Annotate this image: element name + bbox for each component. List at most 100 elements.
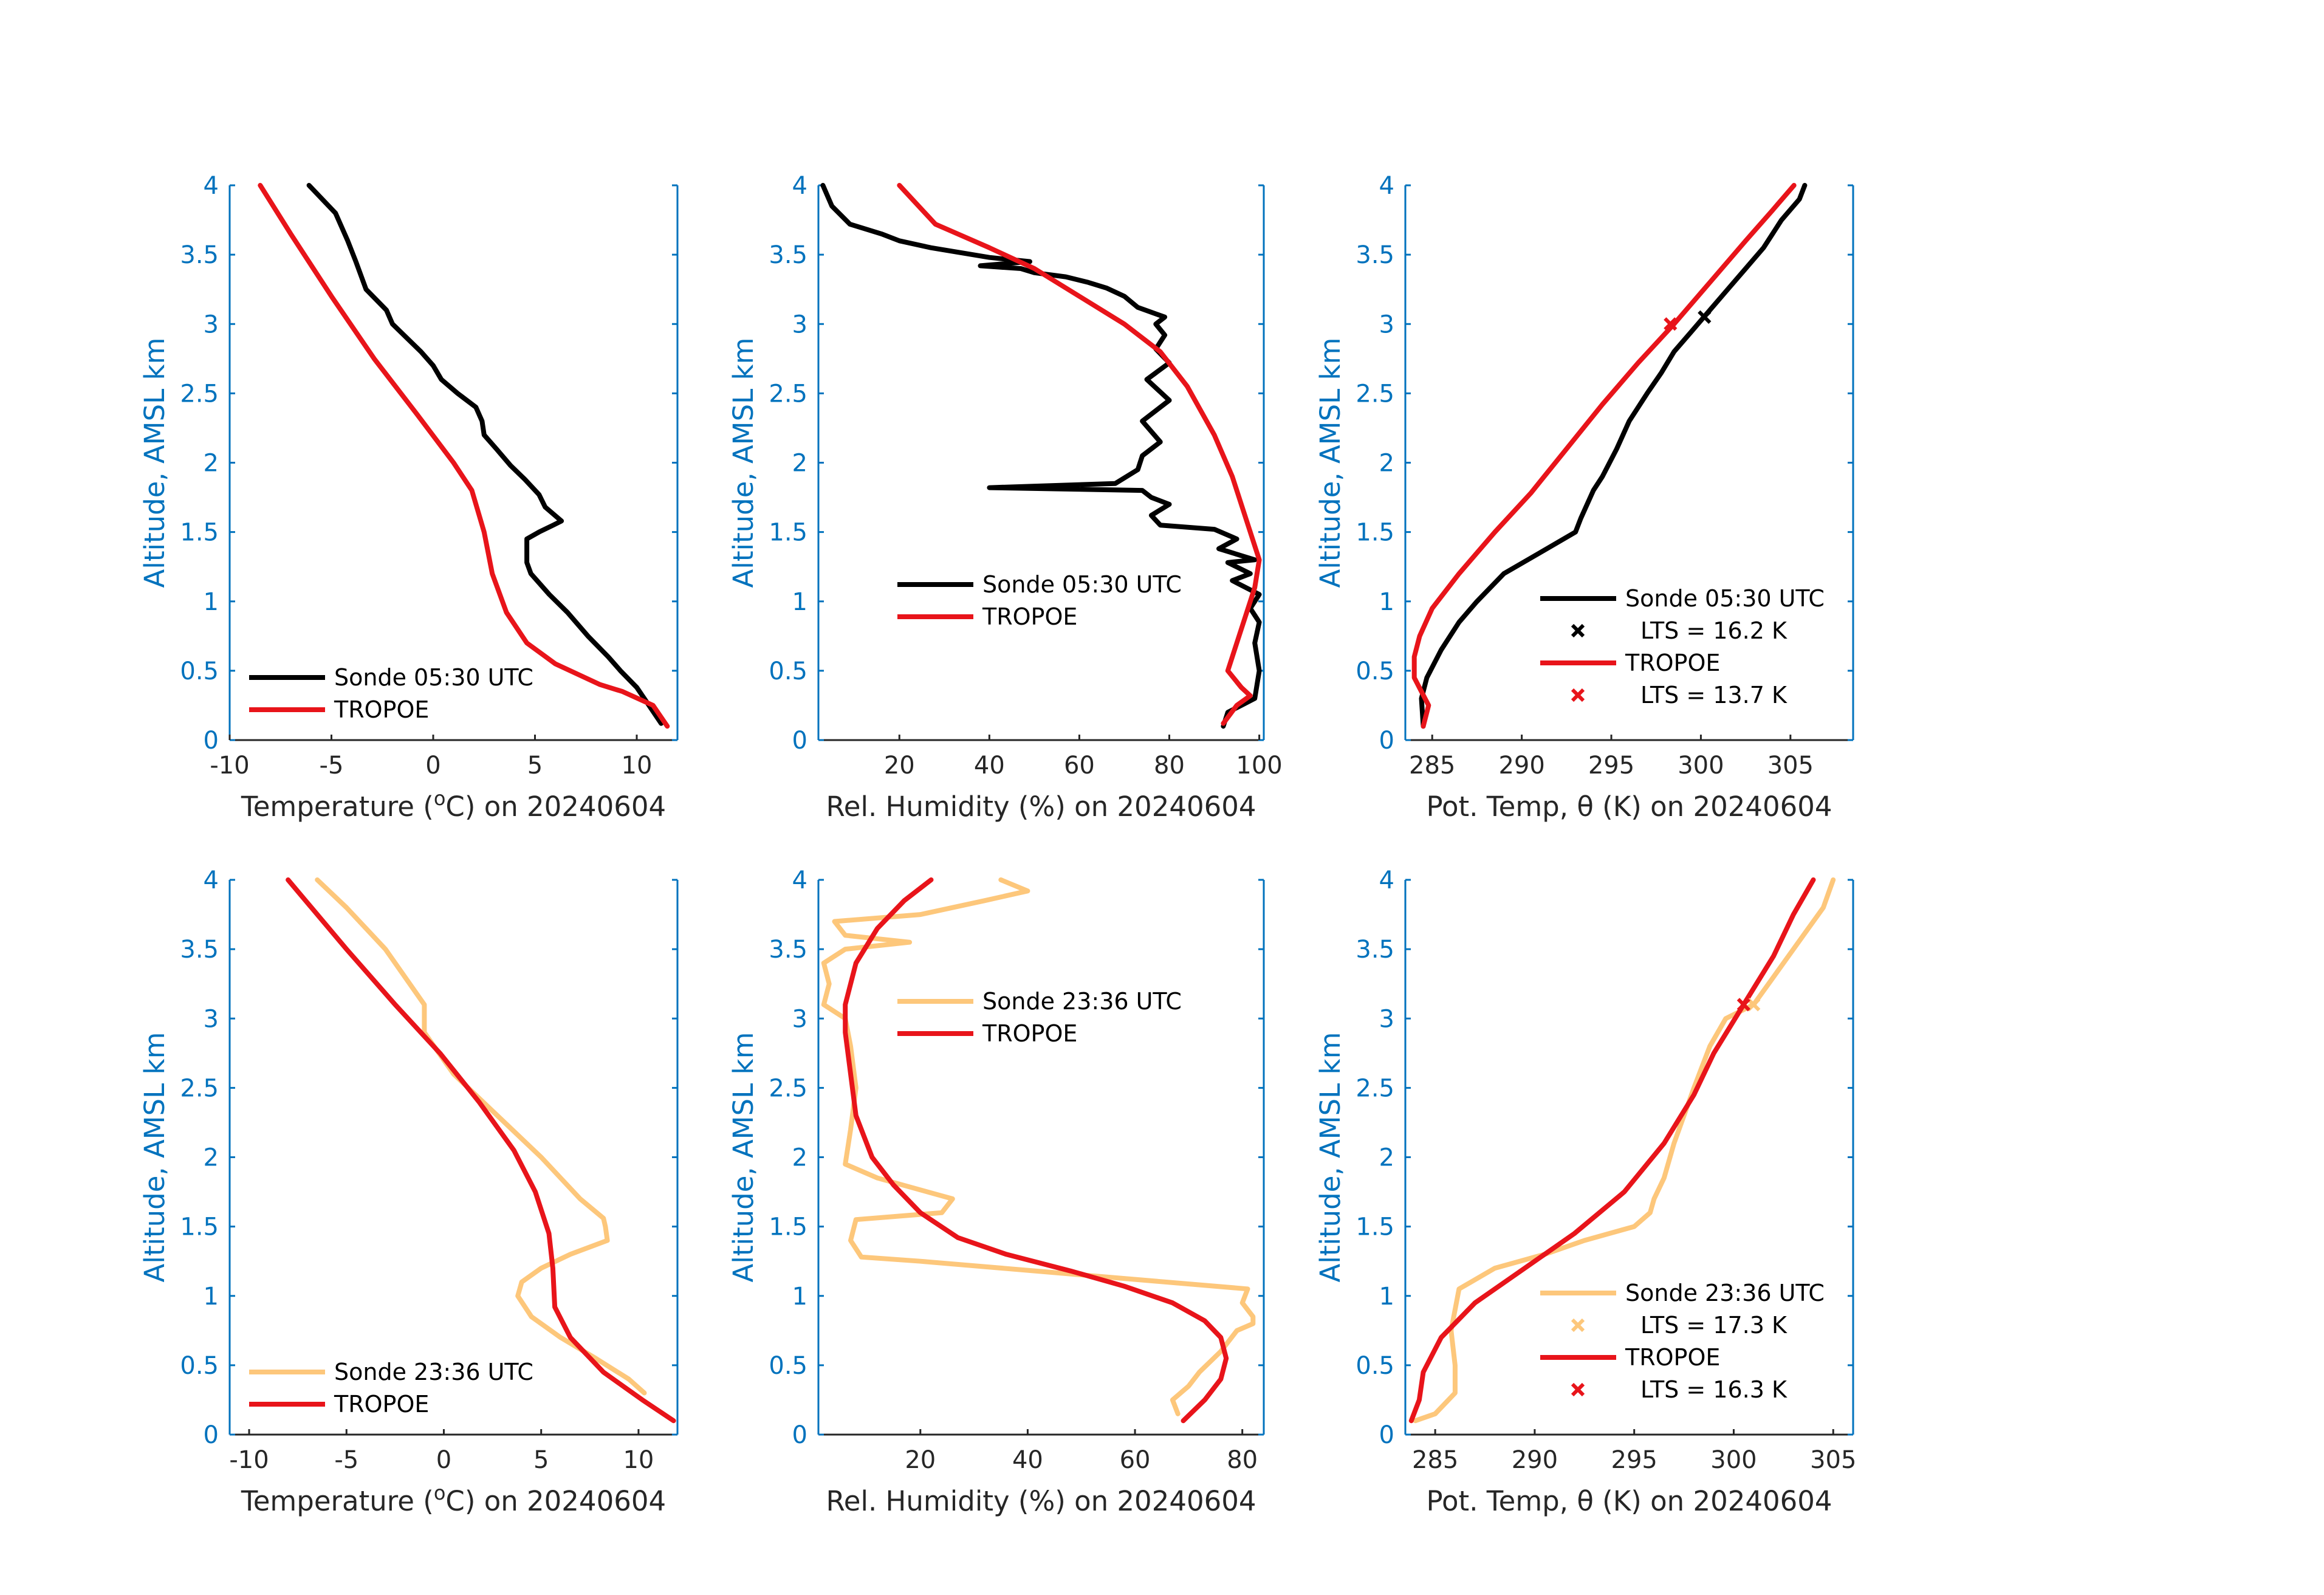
legend-label: Sonde 23:36 UTC: [982, 988, 1182, 1015]
legend-marker-swatch: [1571, 623, 1585, 638]
legend-label: LTS = 17.3 K: [1640, 1312, 1788, 1339]
x-axis-label: Pot. Temp, θ (K) on 20240604: [1426, 791, 1832, 823]
x-tick-label: 295: [1611, 1446, 1657, 1474]
y-tick-label: 3.5: [1356, 241, 1394, 269]
series-line-sonde-23-36-utc: [1413, 877, 1836, 1424]
x-axis-label: Temperature (oC) on 20240604: [241, 1481, 666, 1517]
y-tick-label: 0: [1379, 727, 1394, 755]
x-tick-label: 80: [1154, 752, 1185, 780]
y-tick-label: 1.5: [1356, 519, 1394, 547]
series-line-tropoe: [286, 877, 676, 1424]
y-tick-label: 1: [1379, 1283, 1394, 1311]
x-axis-label-main: Temperature (: [241, 1485, 434, 1517]
x-axis-label-sup: o: [434, 787, 446, 810]
legend-label: Sonde 05:30 UTC: [982, 571, 1182, 598]
lts-marker: [1698, 310, 1712, 324]
y-tick-label: 2: [1379, 1144, 1394, 1172]
x-tick-label: 40: [974, 752, 1005, 780]
x-tick-label: -10: [229, 1446, 269, 1474]
x-tick-label: 5: [533, 1446, 549, 1474]
y-tick-label: 3.5: [1356, 936, 1394, 964]
y-tick-label: 1: [792, 588, 807, 616]
series-line-sonde-05-30-utc: [306, 183, 664, 726]
y-tick-label: 2.5: [180, 1074, 219, 1102]
y-axis-label: Altitude, AMSL km: [1314, 338, 1346, 588]
legend: Sonde 05:30 UTC TROPOE: [249, 664, 533, 723]
x-tick-label: 5: [527, 752, 543, 780]
x-axis-label: Rel. Humidity (%) on 20240604: [826, 791, 1256, 823]
y-tick-label: 3: [204, 310, 219, 338]
legend-marker-swatch: [1571, 1318, 1585, 1333]
y-tick-label: 3: [792, 1005, 807, 1033]
x-tick-label: 0: [425, 752, 440, 780]
panel-rh-top: 0 0.5 1 1.5 2 2.5 3 3.5 4 20 40 60 80 100 Altitude, AM…: [727, 172, 1283, 823]
x-tick-label: 285: [1409, 752, 1455, 780]
y-tick-label: 2.5: [180, 380, 219, 408]
x-tick-label: 305: [1767, 752, 1814, 780]
y-tick-label: 0.5: [1356, 1352, 1394, 1380]
x-axis-label: Pot. Temp, θ (K) on 20240604: [1426, 1485, 1832, 1517]
legend-marker-swatch: [1571, 1382, 1585, 1397]
y-tick-label: 3: [1379, 310, 1394, 338]
legend-label: Sonde 05:30 UTC: [334, 664, 533, 691]
y-tick-label: 1: [204, 588, 219, 616]
x-axis-label-tail: C) on 20240604: [445, 1485, 666, 1517]
y-tick-label: 3.5: [180, 936, 219, 964]
x-tick-label: 80: [1227, 1446, 1258, 1474]
legend: Sonde 05:30 UTC TROPOE: [897, 571, 1182, 630]
x-tick-label: -5: [334, 1446, 358, 1474]
x-tick-label: -5: [320, 752, 344, 780]
panel-theta-bottom: 0 0.5 1 1.5 2 2.5 3 3.5 4 285 290 295 300 305 Altitude…: [1314, 866, 1856, 1517]
y-axis-label: Altitude, AMSL km: [1314, 1032, 1346, 1283]
x-tick-label: 285: [1412, 1446, 1458, 1474]
legend-label: LTS = 16.2 K: [1640, 617, 1788, 644]
x-axis-label-tail: C) on 20240604: [445, 791, 666, 823]
series-line-sonde-05-30-utc: [1419, 183, 1808, 729]
x-tick-label: 300: [1678, 752, 1724, 780]
panel-temp-bottom: 0 0.5 1 1.5 2 2.5 3 3.5 4 -10 -5 0 5 10 Altitude, AMSL…: [139, 866, 679, 1517]
legend: Sonde 05:30 UTC LTS = 16.2 K TROPOE LTS =…: [1540, 585, 1825, 708]
y-tick-label: 3: [1379, 1005, 1394, 1033]
legend-label: TROPOE: [334, 696, 429, 723]
series-line-tropoe: [843, 877, 1229, 1424]
legend-marker-swatch: [1571, 688, 1585, 702]
legend-label: TROPOE: [982, 1020, 1077, 1047]
y-tick-label: 0.5: [1356, 657, 1394, 685]
x-tick-label: 40: [1012, 1446, 1043, 1474]
y-axis-label: Altitude, AMSL km: [727, 338, 759, 588]
legend-label: TROPOE: [334, 1391, 429, 1418]
y-tick-label: 0.5: [180, 1352, 219, 1380]
y-tick-label: 3.5: [769, 936, 807, 964]
y-tick-label: 2.5: [1356, 1074, 1394, 1102]
legend: Sonde 23:36 UTC LTS = 17.3 K TROPOE LTS =…: [1540, 1280, 1825, 1403]
x-tick-label: 305: [1810, 1446, 1856, 1474]
y-tick-label: 2: [1379, 450, 1394, 478]
x-tick-label: 300: [1710, 1446, 1757, 1474]
y-tick-label: 0: [204, 727, 219, 755]
y-tick-label: 3.5: [180, 241, 219, 269]
x-tick-label: 290: [1498, 752, 1544, 780]
y-tick-label: 0: [792, 727, 807, 755]
x-axis-label: Rel. Humidity (%) on 20240604: [826, 1485, 1256, 1517]
lts-marker-stroke: [1664, 317, 1678, 331]
x-tick-label: 20: [884, 752, 915, 780]
legend: Sonde 23:36 UTC TROPOE: [249, 1359, 533, 1418]
series-line-sonde-23-36-utc: [315, 877, 647, 1396]
series-line-tropoe: [1408, 877, 1816, 1424]
series-line-tropoe: [258, 183, 670, 729]
y-tick-label: 0: [1379, 1421, 1394, 1449]
y-tick-label: 2: [204, 450, 219, 478]
y-tick-label: 2: [204, 1144, 219, 1172]
x-tick-label: 290: [1512, 1446, 1558, 1474]
y-tick-label: 0.5: [769, 1352, 807, 1380]
legend-label: LTS = 13.7 K: [1640, 682, 1788, 708]
x-tick-label: 60: [1064, 752, 1095, 780]
y-tick-label: 0: [204, 1421, 219, 1449]
lts-marker-stroke: [1698, 310, 1712, 324]
lts-marker-stroke: [1747, 998, 1761, 1012]
y-tick-label: 1.5: [180, 1213, 219, 1241]
x-tick-label: 60: [1120, 1446, 1151, 1474]
y-tick-label: 2.5: [1356, 380, 1394, 408]
legend-label: TROPOE: [1625, 1344, 1720, 1371]
